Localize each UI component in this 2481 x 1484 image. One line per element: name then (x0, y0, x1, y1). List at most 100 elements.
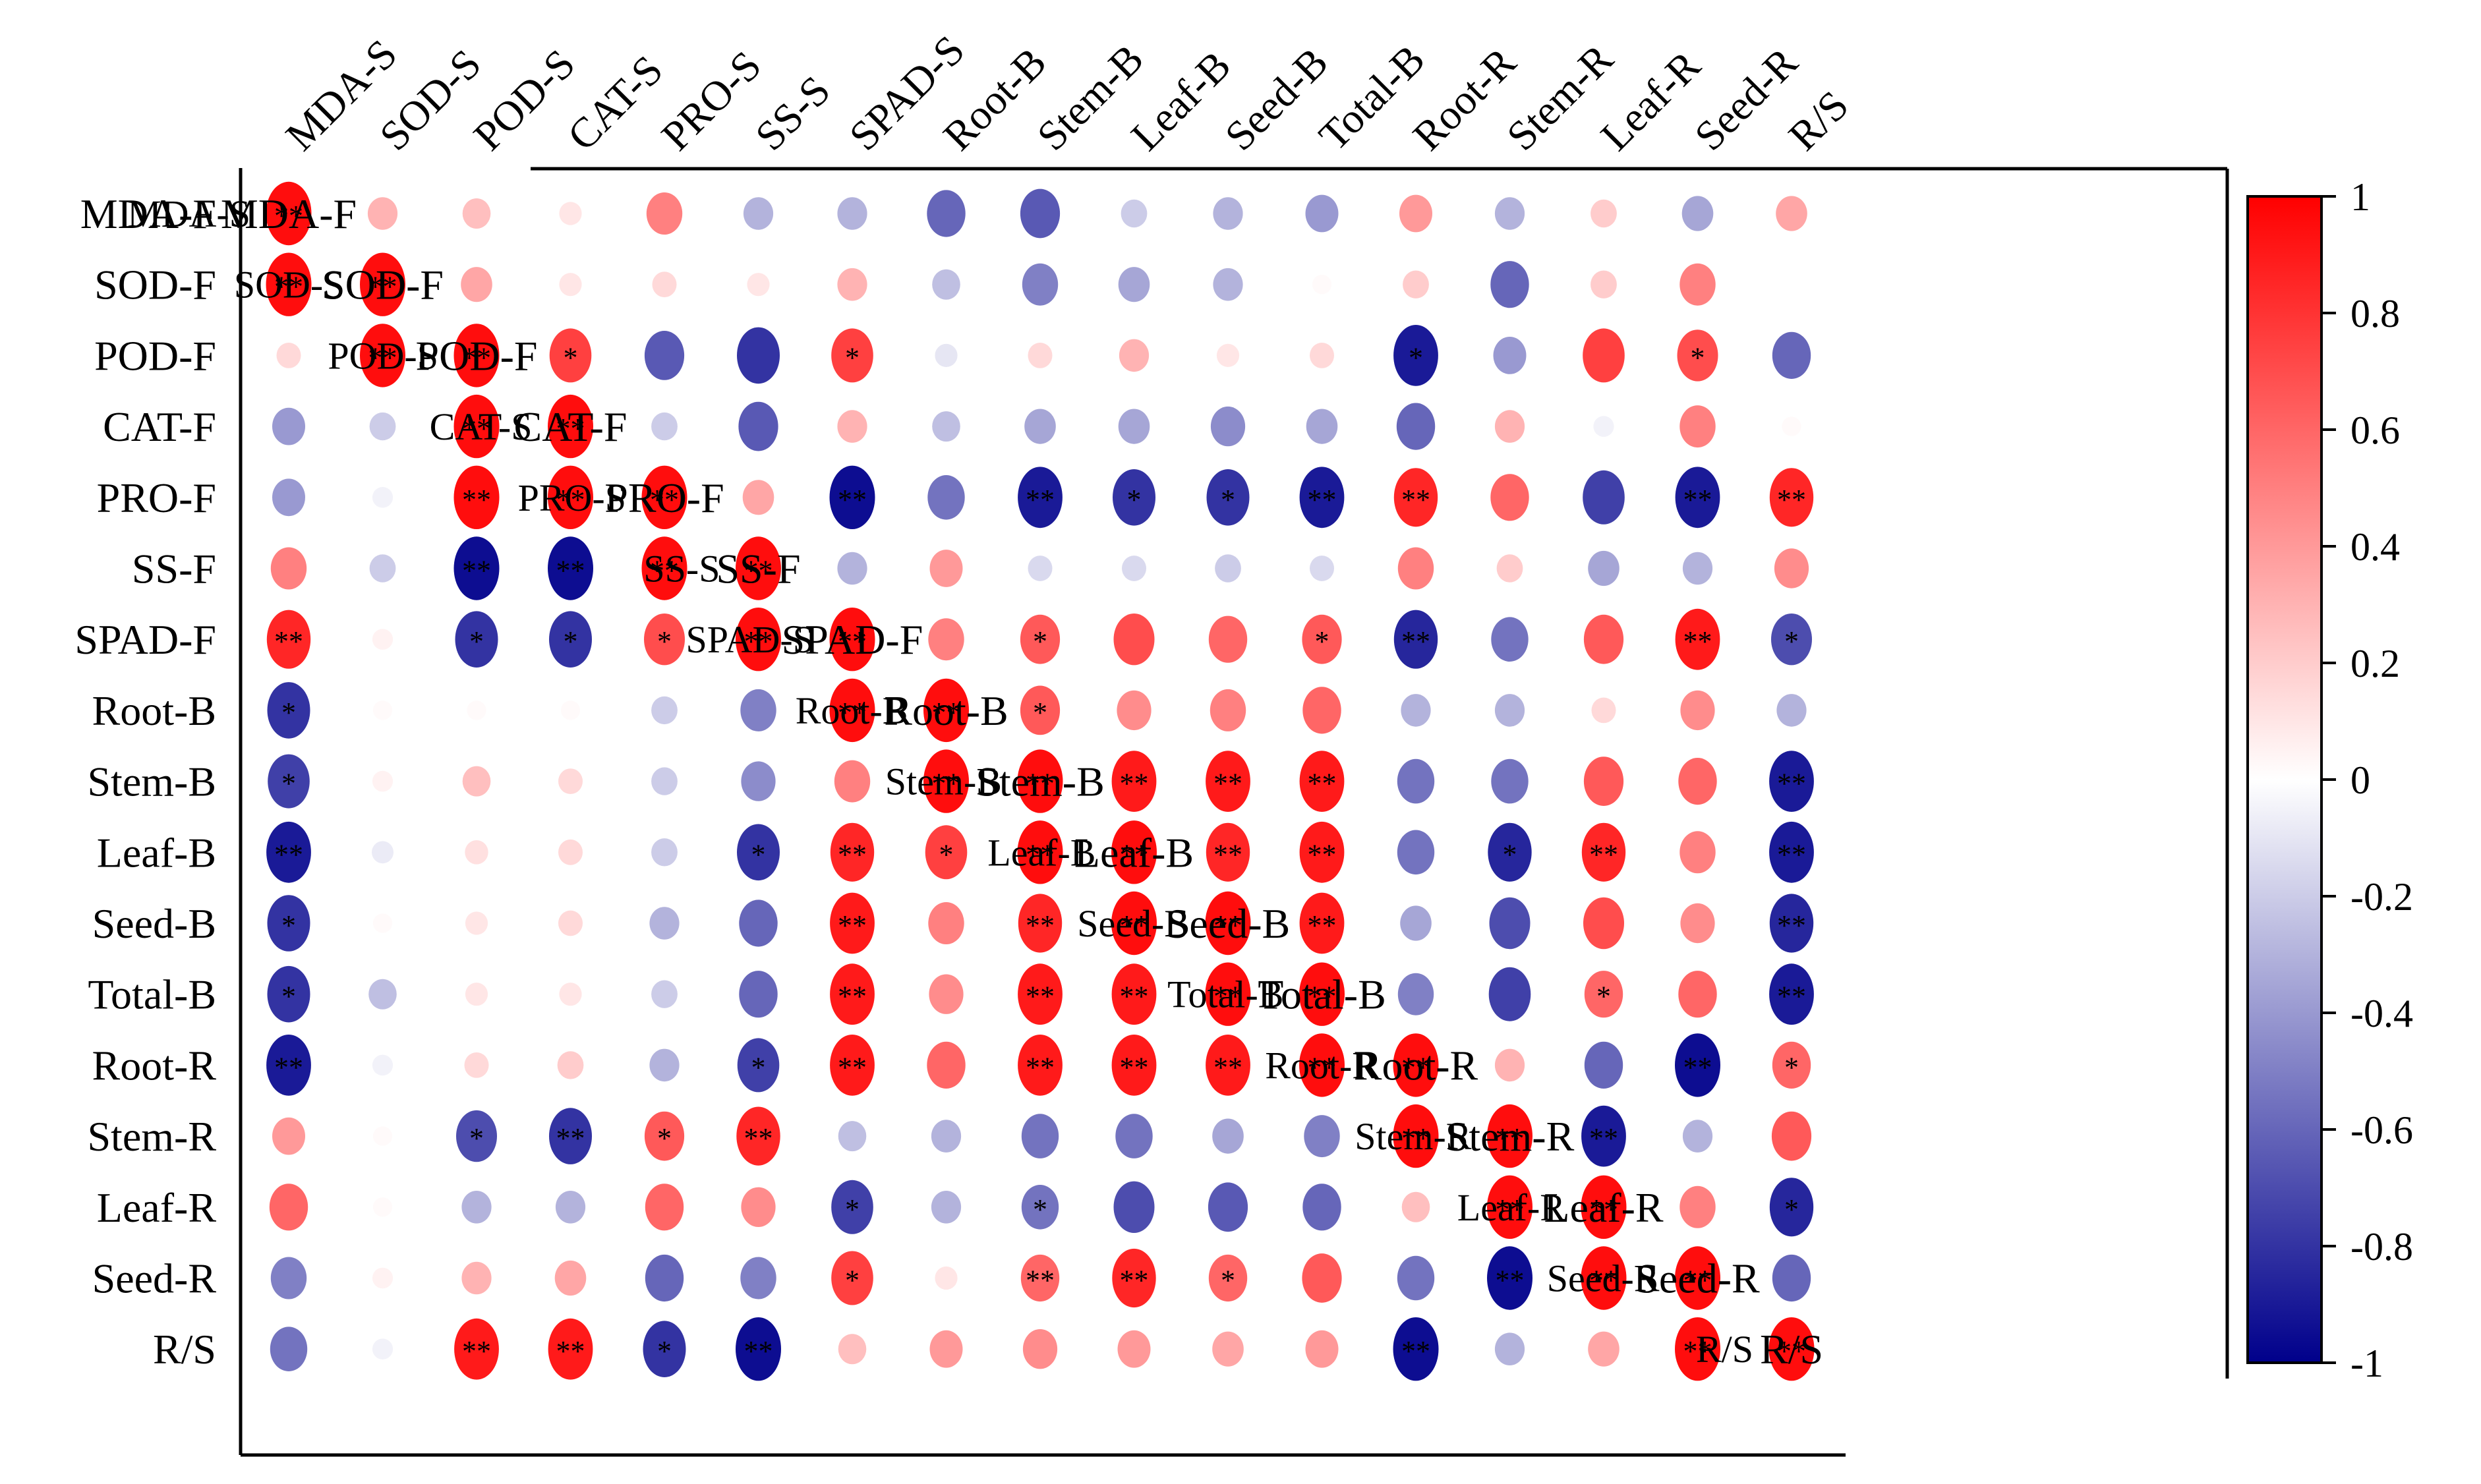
lower-cell-8-5 (741, 761, 776, 801)
upper-cell-9-11 (1299, 821, 1345, 883)
upper-cell-15-15 (1675, 1246, 1720, 1310)
lower-cell-16-10 (1212, 1331, 1244, 1367)
lower-sig-13-3: ** (556, 1122, 585, 1155)
lower-cell-9-2 (465, 840, 488, 865)
lower-cell-16-11 (1305, 1330, 1339, 1368)
lower-sig-5-2: ** (462, 555, 491, 587)
lower-cell-12-6 (830, 1035, 875, 1096)
upper-sig-10-16: ** (1777, 909, 1806, 942)
diag-lower-label-4: PRO-F (604, 474, 724, 521)
lower-cell-11-4 (651, 980, 678, 1008)
upper-cell-5-16 (1774, 548, 1809, 588)
lower-cell-14-5 (741, 1187, 776, 1228)
lower-cell-3-0 (272, 407, 305, 445)
upper-cell-2-9 (1119, 339, 1150, 372)
upper-cell-6-14 (1583, 614, 1624, 664)
upper-sig-9-11: ** (1308, 838, 1337, 870)
lower-sig-7-0: * (281, 697, 296, 729)
lower-sig-12-9: ** (1120, 1051, 1149, 1083)
upper-sig-15-15: ** (1683, 1265, 1712, 1297)
lower-cell-16-15 (1675, 1317, 1720, 1381)
lower-sig-11-10: ** (1213, 981, 1242, 1013)
lower-cell-8-2 (462, 766, 491, 797)
lower-cell-6-3 (549, 611, 592, 668)
upper-cell-3-10 (1210, 406, 1246, 447)
upper-sig-7-8: * (1033, 697, 1047, 729)
upper-cell-0-13 (1494, 197, 1525, 230)
upper-cell-7-15 (1680, 690, 1715, 731)
upper-cell-2-10 (1216, 343, 1240, 368)
diag-upper-label-12: Root-R (1265, 1044, 1378, 1087)
row-label-14: Leaf-R (97, 1184, 217, 1231)
upper-cell-9-14 (1581, 822, 1626, 882)
upper-cell-2-7 (935, 343, 958, 368)
upper-cell-8-15 (1678, 758, 1717, 805)
upper-cell-3-16 (1782, 416, 1801, 436)
lower-sig-6-5: ** (744, 625, 773, 658)
lower-sig-11-9: ** (1120, 981, 1149, 1013)
lower-cell-14-8 (1021, 1185, 1059, 1230)
diag-upper-label-15: Seed-R (1547, 1257, 1660, 1300)
lower-cell-13-0 (272, 1117, 305, 1155)
col-label-10: Seed-B (1216, 38, 1337, 159)
upper-sig-16-16: ** (1777, 1335, 1806, 1367)
colorbar: 1 0.8 0.6 0.4 0.2 0 -0.2 -0.4 -0.6 -0.8 -1 (2246, 175, 2413, 1385)
lower-cell-15-13 (1487, 1246, 1532, 1310)
upper-cell-7-11 (1302, 687, 1341, 734)
diag-lower-label-5: SS-F (716, 546, 800, 592)
diag-lower-label-1: SOD-F (322, 262, 444, 308)
col-label-16: R/S (1780, 82, 1857, 159)
upper-sig-9-10: ** (1213, 838, 1242, 870)
upper-cell-0-4 (646, 192, 683, 235)
diag-upper-label-8: Stem-B (885, 760, 1002, 803)
diag-upper-label-1: SOD-S (234, 264, 345, 306)
lower-sig-16-2: ** (462, 1335, 491, 1367)
diag-upper-label-5: SS-S (643, 548, 720, 590)
lower-cell-16-0 (270, 1327, 308, 1371)
lower-cell-5-1 (369, 554, 396, 583)
lower-cell-11-2 (465, 983, 488, 1006)
lower-cell-13-2 (456, 1110, 497, 1162)
upper-cell-10-13 (1489, 897, 1531, 950)
lower-cell-15-0 (270, 1257, 307, 1299)
upper-cell-1-14 (1591, 270, 1617, 299)
upper-cell-1-3 (559, 273, 582, 297)
upper-cell-14-16 (1769, 1178, 1814, 1237)
upper-cell-13-14 (1581, 1105, 1626, 1167)
lower-sig-13-12: ** (1401, 1122, 1430, 1155)
lower-cell-8-4 (651, 767, 678, 795)
upper-cell-12-13 (1494, 1048, 1525, 1082)
upper-sig-4-9: * (1127, 484, 1142, 516)
upper-cell-9-9 (1111, 820, 1157, 884)
lower-cell-11-1 (368, 979, 397, 1010)
lower-cell-14-3 (555, 1191, 586, 1224)
upper-cell-6-12 (1393, 610, 1438, 669)
lower-cell-13-3 (549, 1108, 592, 1164)
lower-sig-13-5: ** (744, 1122, 773, 1155)
lower-cell-15-10 (1208, 1254, 1248, 1302)
lower-sig-12-6: ** (838, 1051, 867, 1083)
upper-cell-11-15 (1678, 971, 1717, 1018)
upper-cell-0-1 (367, 197, 398, 230)
lower-cell-10-2 (465, 911, 488, 935)
upper-cell-12-16 (1772, 1041, 1811, 1089)
plot-frame (239, 167, 2229, 1457)
lower-cell-16-4 (643, 1321, 686, 1377)
upper-cell-2-5 (737, 327, 780, 384)
upper-cell-1-9 (1118, 267, 1150, 302)
lower-cell-15-9 (1112, 1248, 1156, 1308)
diag-upper-label-6: SPAD-S (686, 618, 814, 661)
lower-cell-3-1 (369, 412, 396, 441)
lower-cell-12-2 (464, 1052, 489, 1078)
lower-cell-15-12 (1397, 1255, 1435, 1301)
upper-cell-3-11 (1306, 409, 1338, 444)
upper-cell-10-15 (1680, 903, 1715, 944)
upper-cell-0-0 (266, 181, 312, 246)
upper-cell-0-9 (1121, 199, 1148, 228)
lower-sig-15-9: ** (1120, 1265, 1149, 1297)
lower-sig-14-13: ** (1496, 1193, 1525, 1226)
lower-cell-16-9 (1117, 1330, 1151, 1368)
lower-sig-3-2: ** (462, 413, 491, 445)
lower-sig-13-2: * (469, 1122, 484, 1155)
lower-cell-11-0 (267, 965, 310, 1023)
